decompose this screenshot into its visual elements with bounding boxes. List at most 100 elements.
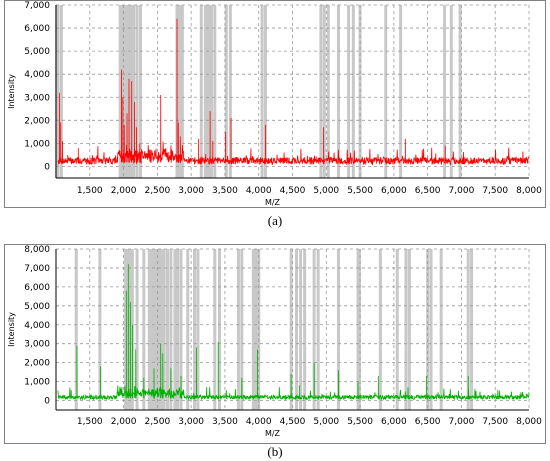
- highlight-band: [196, 249, 200, 410]
- x-tick-label: 3,500: [212, 186, 238, 196]
- x-tick-label: 5,000: [313, 417, 339, 427]
- highlight-band: [59, 5, 63, 178]
- x-tick-label: 2,000: [111, 417, 137, 427]
- y-axis-label: Intensity: [7, 312, 16, 347]
- highlight-band: [449, 5, 453, 178]
- x-tick-label: 7,500: [482, 186, 508, 196]
- highlight-band: [303, 249, 307, 410]
- highlight-band: [336, 249, 340, 410]
- highlight-band: [439, 249, 443, 410]
- y-tick-label: 6,000: [24, 24, 50, 34]
- highlight-band: [224, 5, 228, 178]
- highlight-band: [199, 5, 203, 178]
- caption-b: (b): [267, 444, 283, 459]
- y-tick-label: 4,000: [24, 321, 50, 331]
- highlight-band: [399, 5, 403, 178]
- x-tick-label: 6,500: [415, 417, 441, 427]
- highlight-band: [458, 5, 462, 178]
- x-tick-label: 3,000: [178, 417, 204, 427]
- highlight-band: [74, 249, 78, 410]
- y-tick-label: 1,000: [24, 378, 50, 388]
- highlight-band: [180, 5, 184, 178]
- highlight-band: [295, 249, 299, 410]
- x-tick-label: 6,000: [381, 417, 407, 427]
- x-tick-label: 5,500: [347, 417, 373, 427]
- chart-frame-a: [4, 0, 546, 208]
- highlight-band: [207, 5, 211, 178]
- highlight-band: [213, 5, 217, 178]
- x-tick-label: 4,000: [246, 186, 272, 196]
- highlight-band: [169, 249, 173, 410]
- highlight-band: [326, 5, 330, 178]
- x-tick-label: 3,500: [212, 417, 238, 427]
- x-tick-label: 2,000: [111, 186, 137, 196]
- highlight-band: [322, 5, 326, 178]
- spectrum-line: [57, 18, 530, 166]
- highlight-band: [429, 249, 433, 410]
- y-tick-label: 5,000: [24, 47, 50, 57]
- highlight-band: [173, 249, 177, 410]
- y-tick-label: 0: [44, 162, 50, 172]
- highlight-band: [407, 249, 411, 410]
- highlight-band: [251, 249, 255, 410]
- highlight-band: [159, 249, 163, 410]
- x-tick-label: 6,000: [381, 186, 407, 196]
- highlight-band: [193, 249, 197, 410]
- highlight-band: [135, 5, 139, 178]
- highlight-band: [138, 5, 142, 178]
- highlight-band: [126, 5, 130, 178]
- x-tick-label: 1,500: [77, 417, 103, 427]
- x-tick-label: 6,500: [415, 186, 441, 196]
- highlight-band: [289, 249, 293, 410]
- highlight-band: [319, 5, 323, 178]
- highlight-band: [228, 5, 232, 178]
- highlight-band: [347, 5, 351, 178]
- x-axis-label: M/Z: [265, 198, 281, 207]
- spectrum-chart-b: 0 1,000 2,000 3,000 4,000 5,000 6,000 7,000 8,00…: [7, 245, 542, 438]
- x-tick-label: 1,500: [77, 186, 103, 196]
- highlight-band: [384, 5, 388, 178]
- x-tick-label: 5,500: [347, 186, 373, 196]
- highlight-band: [162, 249, 166, 410]
- highlight-band: [443, 5, 447, 178]
- highlight-band: [299, 249, 303, 410]
- highlight-band: [263, 5, 267, 178]
- x-tick-label: 3,000: [178, 186, 204, 196]
- y-tick-label: 3,000: [24, 93, 50, 103]
- x-tick-label: 4,500: [280, 417, 306, 427]
- highlight-band: [179, 249, 183, 410]
- highlight-band: [470, 249, 474, 410]
- spectrum-panel-b: 0 1,000 2,000 3,000 4,000 5,000 6,000 7,000 8,00…: [0, 244, 550, 461]
- y-tick-label: 7,000: [24, 1, 50, 11]
- highlight-band: [357, 249, 361, 410]
- highlight-band: [132, 5, 136, 178]
- highlight-band: [218, 249, 222, 410]
- caption-a: (a): [267, 213, 283, 228]
- y-tick-label: 7,000: [24, 264, 50, 274]
- x-axis-label: M/Z: [265, 429, 281, 438]
- x-tick-label: 4,000: [246, 417, 272, 427]
- highlight-band: [150, 249, 154, 410]
- x-tick-label: 4,500: [280, 186, 306, 196]
- y-tick-label: 0: [44, 397, 50, 407]
- highlight-band: [142, 249, 146, 410]
- highlight-band: [240, 249, 244, 410]
- y-tick-label: 4,000: [24, 70, 50, 80]
- x-tick-label: 2,500: [144, 186, 170, 196]
- x-tick-label: 7,000: [449, 417, 475, 427]
- highlight-band: [209, 5, 213, 178]
- highlight-band: [312, 249, 316, 410]
- highlight-band: [153, 249, 157, 410]
- highlight-band: [254, 249, 258, 410]
- highlight-band: [395, 249, 399, 410]
- highlight-band: [157, 249, 161, 410]
- highlight-band: [351, 5, 355, 178]
- spectrum-line: [57, 264, 530, 401]
- highlight-band: [98, 249, 102, 410]
- spectrum-panel-a: 0 1,000 2,000 3,000 4,000 5,000 6,000 7,000 1,50…: [4, 0, 546, 228]
- highlight-band: [378, 249, 382, 410]
- highlight-band: [213, 249, 217, 410]
- highlight-band: [316, 249, 320, 410]
- y-tick-label: 1,000: [24, 139, 50, 149]
- highlight-band: [236, 249, 240, 410]
